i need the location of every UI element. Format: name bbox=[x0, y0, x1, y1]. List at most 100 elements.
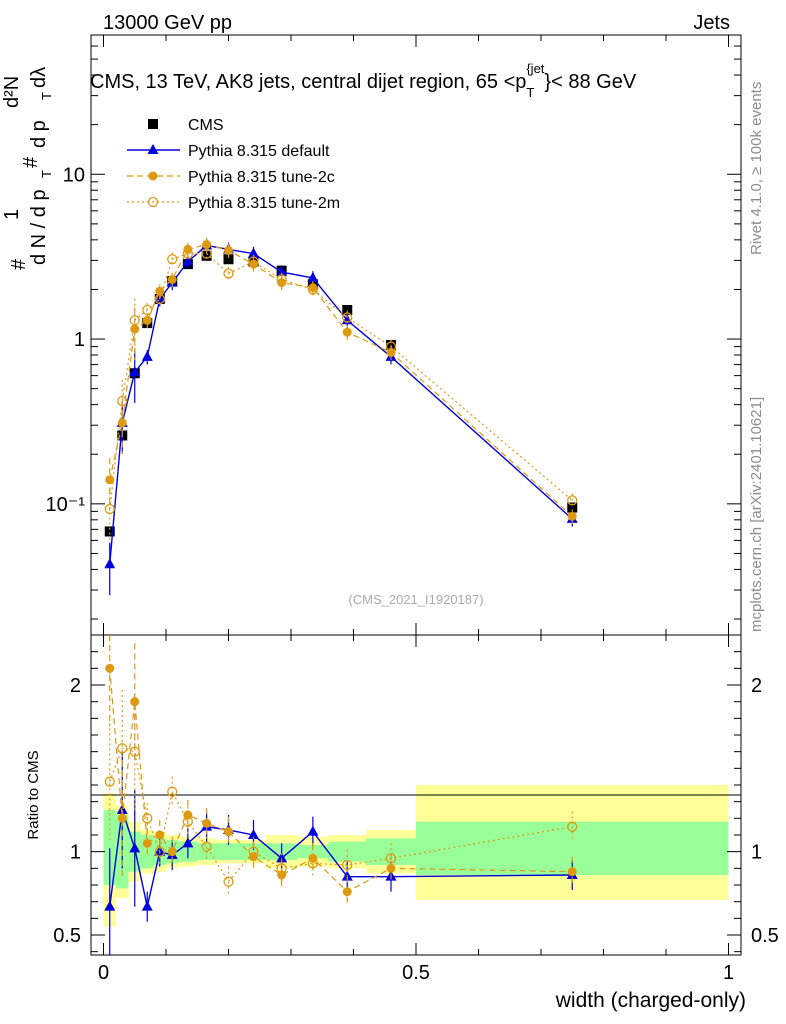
ratio-point bbox=[276, 852, 288, 863]
series-point bbox=[104, 558, 116, 569]
series-point bbox=[276, 266, 288, 277]
series-point bbox=[567, 511, 577, 521]
ratio-line-2 bbox=[109, 747, 573, 883]
ratio-point bbox=[276, 863, 287, 874]
series-point bbox=[154, 293, 165, 305]
legend-marker-0 bbox=[148, 119, 158, 129]
ratio-y-tick-label: 1 bbox=[70, 842, 81, 864]
series-point bbox=[117, 395, 128, 407]
ratio-point bbox=[342, 887, 352, 897]
ratio-point bbox=[141, 900, 153, 911]
series-point bbox=[249, 259, 258, 269]
series-point bbox=[567, 495, 578, 506]
ratio-y-tick-label-right: 2 bbox=[751, 675, 762, 697]
source-label: mcplots.cern.ch [arXiv:2401.10621] bbox=[748, 397, 765, 632]
x-tick-label: 0 bbox=[98, 962, 109, 984]
ratio-bands bbox=[103, 785, 729, 927]
ylabel-t-1: T bbox=[39, 170, 54, 178]
analysis-id: (CMS_2021_I1920187) bbox=[348, 592, 483, 607]
ratio-point bbox=[104, 776, 115, 787]
series-point bbox=[223, 254, 234, 265]
ratio-point bbox=[307, 858, 319, 869]
ratio-series-2 bbox=[104, 690, 578, 897]
ratio-point bbox=[129, 746, 140, 757]
series-point bbox=[567, 502, 578, 513]
series-point bbox=[276, 274, 287, 285]
series-point bbox=[307, 271, 319, 282]
ratio-point bbox=[129, 842, 141, 853]
series-3 bbox=[104, 246, 578, 540]
ratio-point bbox=[202, 818, 212, 828]
legend-label-0: CMS bbox=[188, 117, 224, 134]
ratio-point bbox=[116, 804, 128, 814]
x-tick-label: 1 bbox=[723, 962, 734, 984]
series-point bbox=[224, 245, 233, 255]
band-inner-0 bbox=[103, 810, 116, 885]
ratio-point bbox=[142, 838, 152, 848]
ylabel-dn: d N / d p bbox=[28, 189, 50, 265]
rivet-label: Rivet 4.1.0, ≥ 100k events bbox=[748, 82, 765, 255]
series-point bbox=[167, 274, 177, 284]
series-point bbox=[141, 350, 153, 361]
ylabel-t-2: T bbox=[39, 92, 54, 100]
chart-title: CMS, 13 TeV, AK8 jets, central dijet reg… bbox=[90, 61, 637, 100]
legend-label-1: Pythia 8.315 default bbox=[188, 143, 330, 160]
series-point bbox=[129, 366, 141, 377]
ylabel-dl: dλ bbox=[28, 67, 50, 88]
main-y-tick-label: 10 bbox=[63, 164, 85, 186]
series-point bbox=[104, 526, 115, 537]
ratio-point bbox=[104, 900, 116, 911]
band-inner-11 bbox=[297, 845, 329, 859]
series-point bbox=[342, 312, 353, 323]
series-line-2 bbox=[109, 243, 573, 517]
ratio-point bbox=[130, 697, 140, 707]
main-y-tick-label: 10⁻¹ bbox=[46, 494, 86, 516]
series-point bbox=[104, 503, 115, 515]
series-point bbox=[385, 341, 397, 352]
series-point bbox=[201, 248, 212, 259]
series-point bbox=[248, 256, 259, 267]
ratio-point bbox=[167, 786, 178, 797]
ratio-point bbox=[182, 816, 194, 827]
category-label: Jets bbox=[693, 12, 730, 34]
ratio-point bbox=[155, 830, 165, 840]
ratio-point bbox=[248, 846, 259, 857]
ratio-point bbox=[342, 859, 353, 871]
legend-marker-3 bbox=[147, 196, 159, 208]
ratio-point bbox=[105, 663, 115, 673]
series-0 bbox=[104, 250, 578, 537]
series-point bbox=[129, 315, 140, 326]
ylabel-hash-2: # bbox=[20, 156, 42, 168]
series-point bbox=[182, 255, 194, 266]
series-point bbox=[182, 248, 194, 259]
ratio-y-tick-label: 2 bbox=[70, 675, 81, 697]
ylabel-hash-1: # bbox=[8, 258, 30, 270]
series-point bbox=[342, 327, 352, 337]
ratio-point bbox=[167, 847, 177, 857]
series-2 bbox=[105, 237, 577, 524]
ratio-point bbox=[385, 853, 397, 864]
legend-marker-1 bbox=[147, 144, 159, 154]
series-point bbox=[307, 284, 319, 295]
ratio-point bbox=[223, 876, 234, 887]
series-line-1 bbox=[109, 244, 573, 565]
main-ylabel: # 1 d N / d p T # d²N d p T dλ bbox=[1, 67, 54, 270]
series-line-3 bbox=[109, 253, 573, 510]
ratio-point bbox=[567, 821, 578, 832]
ratio-ylabel: Ratio to CMS bbox=[25, 750, 42, 839]
ratio-point bbox=[307, 825, 319, 836]
series-point bbox=[142, 304, 153, 316]
legend-marker-2 bbox=[148, 171, 158, 181]
xlabel: width (charged-only) bbox=[555, 989, 746, 1012]
ratio-point bbox=[142, 813, 153, 824]
main-y-tick-label: 1 bbox=[74, 329, 85, 351]
ratio-point bbox=[117, 743, 128, 754]
legend-label-2: Pythia 8.315 tune-2c bbox=[188, 169, 335, 186]
series-point bbox=[167, 254, 178, 265]
ratio-y-tick-label-right: 1 bbox=[751, 842, 762, 864]
ratio-point bbox=[248, 829, 259, 839]
ratio-point bbox=[567, 867, 577, 877]
legend: CMS Pythia 8.315 default Pythia 8.315 tune… bbox=[127, 117, 340, 212]
series-point bbox=[105, 475, 115, 485]
